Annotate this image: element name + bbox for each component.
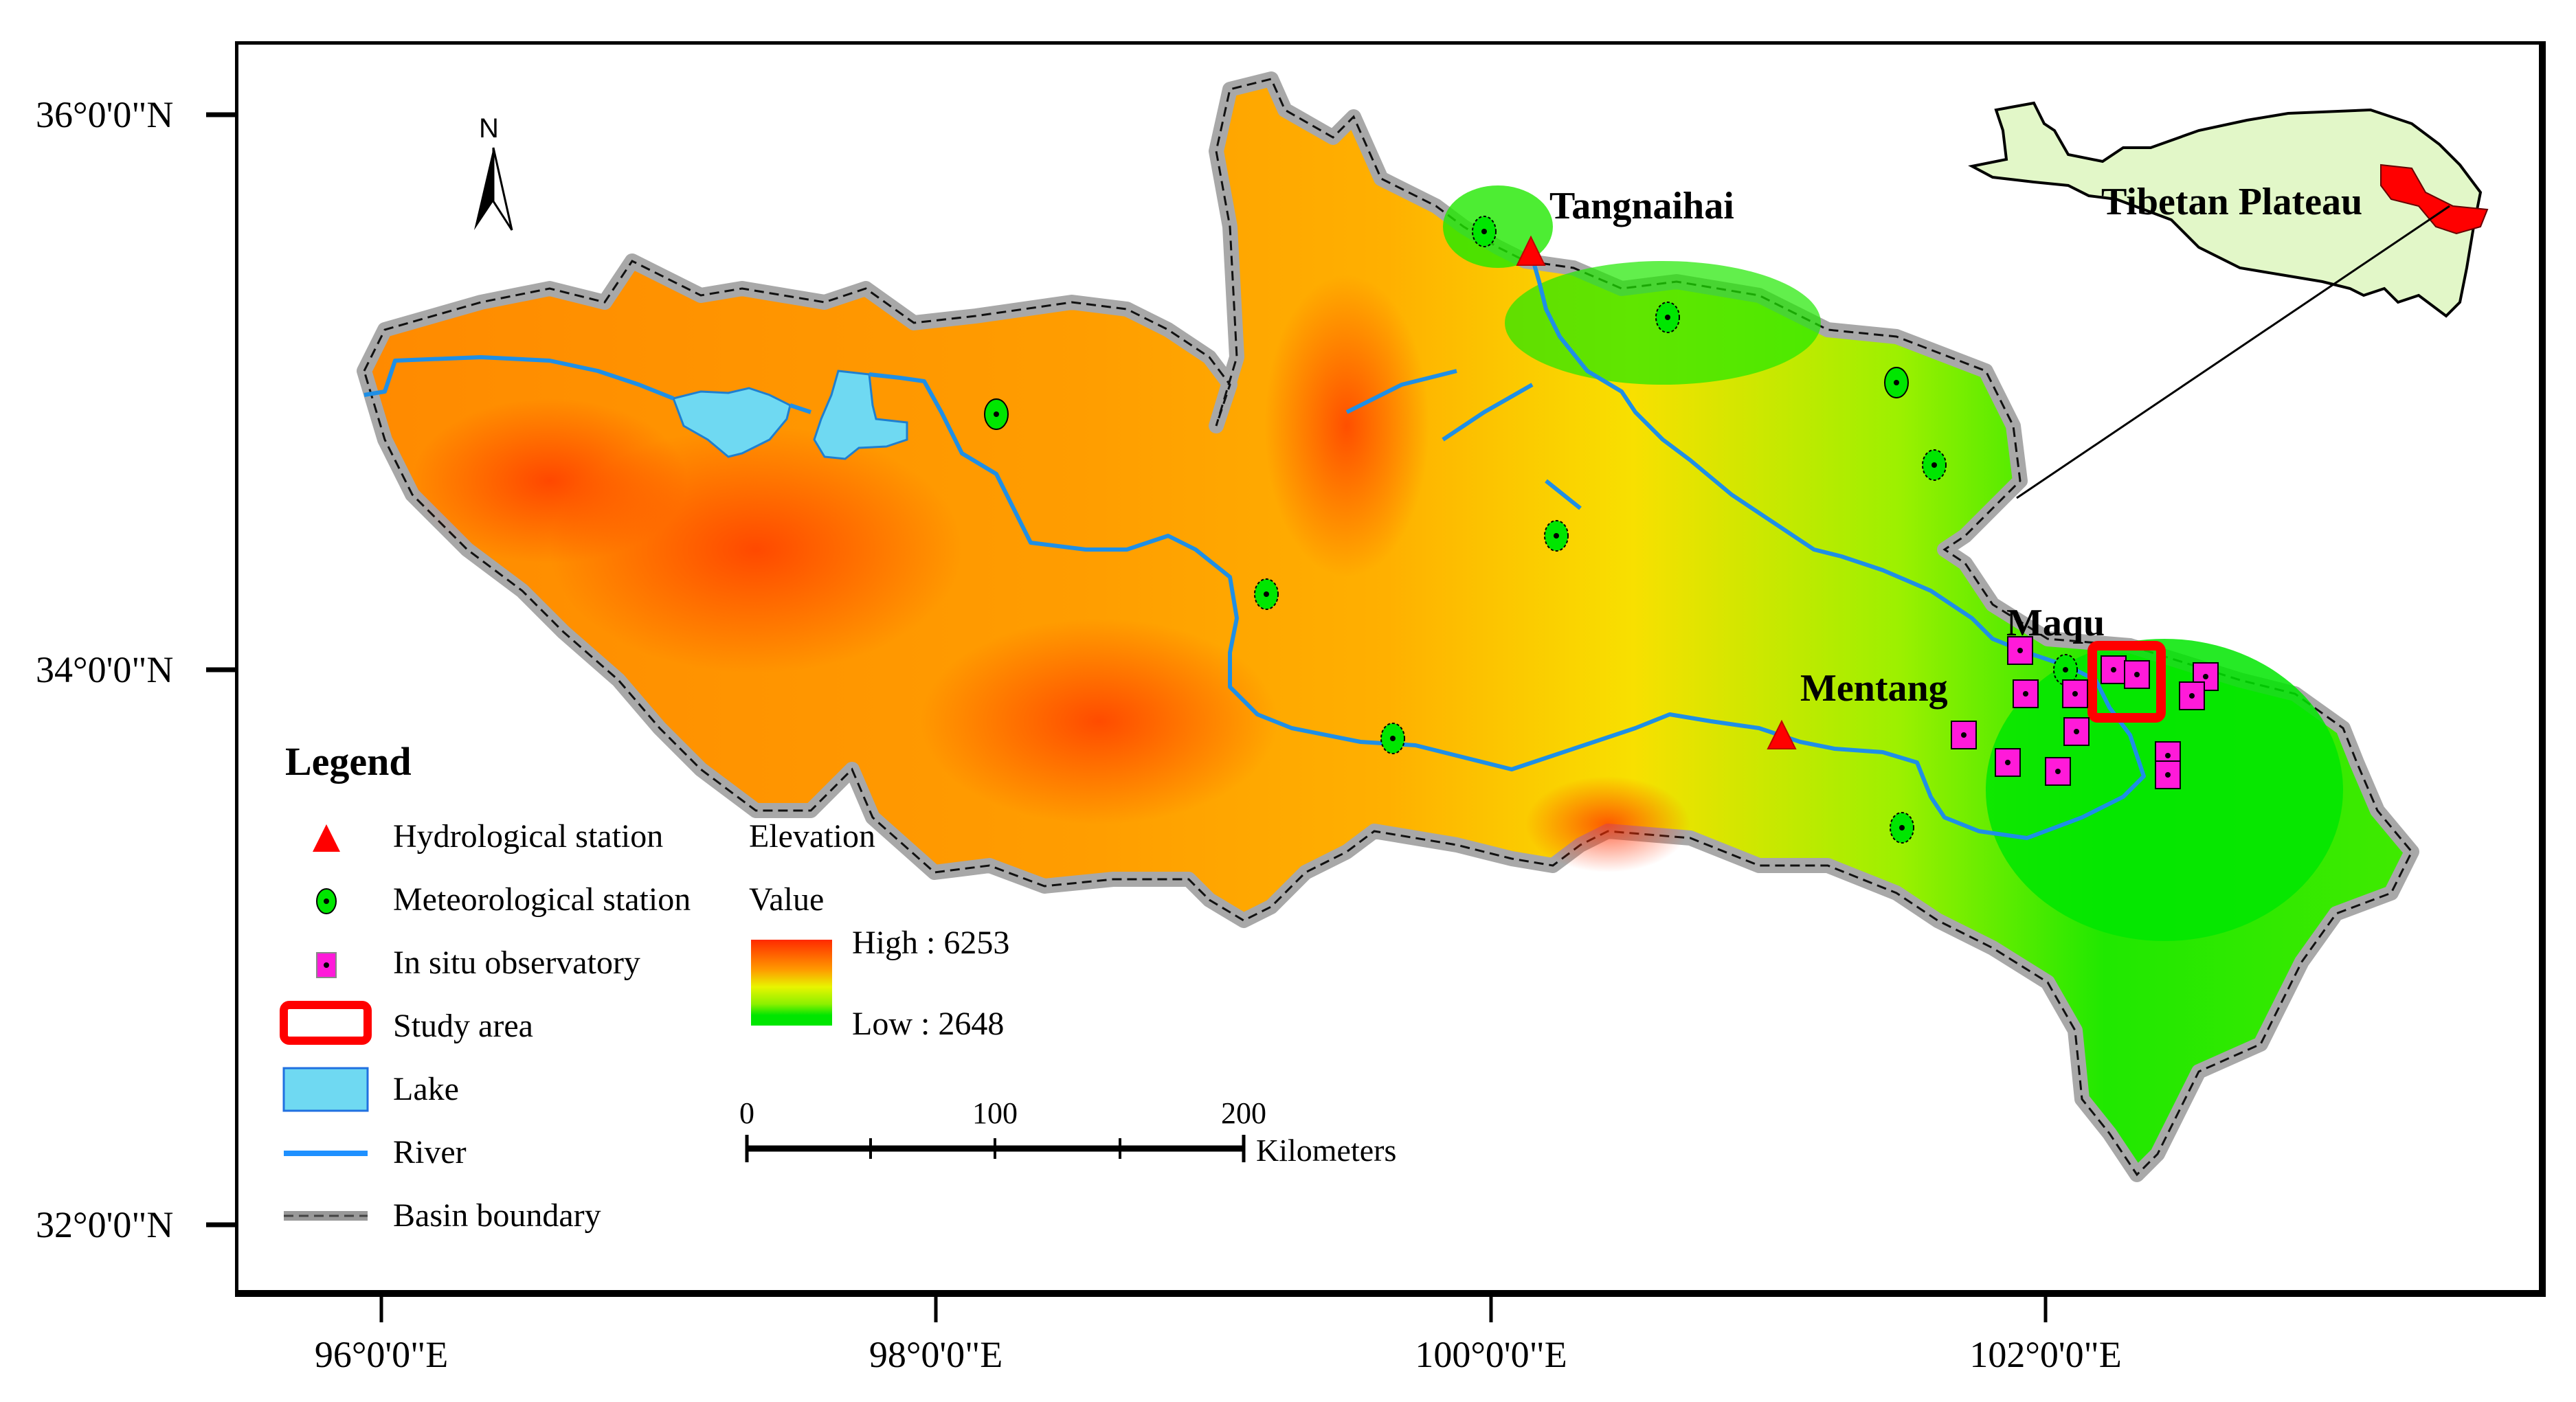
elevation-color-ramp	[751, 940, 832, 1026]
met-station	[1380, 723, 1405, 754]
scale-label-100: 100	[972, 1096, 1018, 1130]
met-station	[1890, 812, 1914, 844]
legend-title: Legend	[285, 739, 412, 784]
place-label-tangnaihai: Tangnaihai	[1549, 185, 1734, 227]
elevation-high-label: High : 6253	[852, 925, 1010, 961]
lon-label-102: 102°0'0"E	[1969, 1334, 2122, 1375]
legend-study-area-icon	[280, 1001, 372, 1045]
hydrological-stations	[1516, 235, 1797, 749]
inset-label: Tibetan Plateau	[2101, 181, 2363, 223]
legend-met-icon	[316, 888, 337, 914]
lon-label-96: 96°0'0"E	[314, 1334, 449, 1375]
legend-label-boundary: Basin boundary	[393, 1197, 601, 1234]
lon-label-100: 100°0'0"E	[1415, 1334, 1567, 1375]
legend-label-river: River	[393, 1134, 467, 1171]
scale-bar	[745, 1135, 1246, 1162]
met-station	[1472, 216, 1497, 247]
elevation-low-label: Low : 2648	[852, 1006, 1005, 1042]
met-station	[1884, 367, 1909, 398]
legend-lake-icon	[282, 1067, 369, 1112]
legend-label-met: Meteorological station	[393, 881, 691, 918]
met-station	[1922, 449, 1947, 481]
elevation-highlights	[412, 185, 2343, 941]
place-label-maqu: Maqu	[2006, 602, 2105, 644]
lat-label-32: 32°0'0"N	[36, 1204, 174, 1245]
lon-ticks	[379, 1295, 2048, 1322]
legend-label-observatory: In situ observatory	[393, 945, 640, 981]
lat-ticks	[206, 112, 237, 1228]
basin-boundary-dash	[363, 78, 2413, 1177]
lat-label-34: 34°0'0"N	[36, 649, 174, 690]
hydro-station-mentang	[1767, 719, 1797, 749]
place-label-mentang: Mentang	[1800, 667, 1948, 710]
river-trib	[1345, 369, 1582, 510]
river-main	[363, 257, 2146, 840]
met-station	[984, 398, 1009, 430]
lon-label-98: 98°0'0"E	[869, 1334, 1003, 1375]
north-arrow-icon	[474, 147, 513, 231]
lake-west	[672, 387, 792, 458]
legend-label-hydro: Hydrological station	[393, 818, 664, 855]
met-station	[1254, 578, 1279, 610]
legend-triangle-icon	[313, 824, 340, 852]
met-station	[1655, 302, 1680, 333]
north-label: N	[479, 113, 499, 144]
lake-east	[813, 370, 908, 460]
scale-unit-label: Kilometers	[1256, 1133, 1397, 1168]
lat-label-36: 36°0'0"N	[36, 94, 174, 135]
in-situ-observatories	[1951, 636, 2219, 789]
legend-symbols	[280, 824, 372, 1221]
scale-label-200: 200	[1221, 1096, 1266, 1130]
inset-leader-line	[2016, 205, 2450, 499]
scale-label-0: 0	[739, 1096, 754, 1130]
legend-label-study-area: Study area	[393, 1008, 533, 1044]
meteorological-stations	[984, 216, 2078, 844]
legend-observatory-icon	[316, 952, 337, 978]
elevation-subtitle: Value	[749, 881, 825, 918]
legend-label-lake: Lake	[393, 1071, 459, 1107]
study-area-box[interactable]	[2087, 641, 2166, 723]
lakes	[672, 370, 908, 460]
inset-tibetan-plateau	[1968, 101, 2483, 318]
rivers	[363, 257, 2146, 840]
inset-basin-highlight	[2380, 163, 2489, 235]
elevation-title: Elevation	[749, 818, 875, 855]
met-station	[1544, 520, 1569, 552]
hydro-station-tangnaihai	[1516, 235, 1546, 266]
